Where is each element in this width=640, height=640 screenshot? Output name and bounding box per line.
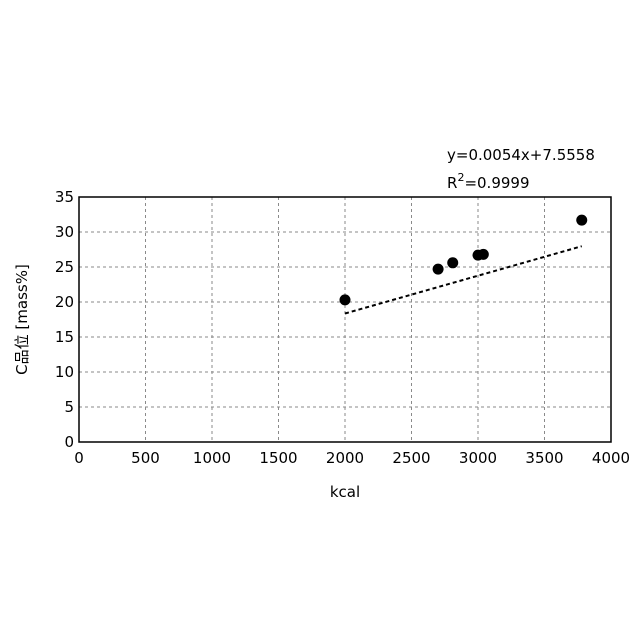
y-tick-label-4: 20 (55, 293, 74, 311)
x-tick-label-7: 3500 (525, 449, 563, 467)
data-point-0 (339, 294, 351, 306)
r-squared-value: =0.9999 (464, 174, 529, 192)
r-squared-prefix: R (447, 174, 457, 192)
grid (79, 197, 611, 442)
x-tick-label-3: 1500 (259, 449, 297, 467)
y-axis-ticks: 0 5 10 15 20 25 30 35 (55, 188, 74, 451)
y-axis-label: C品位 [mass%] (13, 264, 31, 375)
data-points (339, 214, 588, 306)
x-tick-label-2: 1000 (193, 449, 231, 467)
y-tick-label-7: 35 (55, 188, 74, 206)
data-point-2 (447, 257, 459, 269)
x-tick-label-8: 4000 (592, 449, 630, 467)
data-point-5 (576, 214, 588, 226)
x-tick-label-5: 2500 (392, 449, 430, 467)
x-tick-label-4: 2000 (326, 449, 364, 467)
x-axis-label: kcal (330, 483, 360, 501)
x-tick-label-0: 0 (74, 449, 84, 467)
data-point-4 (477, 248, 489, 260)
trendline (344, 245, 583, 315)
r-squared-superscript: 2 (457, 171, 464, 184)
y-tick-label-3: 15 (55, 328, 74, 346)
y-tick-label-0: 0 (64, 433, 74, 451)
y-tick-label-5: 25 (55, 258, 74, 276)
y-tick-label-6: 30 (55, 223, 74, 241)
trendline-equation: y=0.0054x+7.5558 (447, 146, 595, 164)
r-squared-label: R2=0.9999 (447, 171, 530, 192)
x-axis-ticks: 0 500 1000 1500 2000 2500 3000 3500 4000 (74, 449, 630, 467)
x-tick-label-6: 3000 (459, 449, 497, 467)
y-tick-label-2: 10 (55, 363, 74, 381)
data-point-1 (432, 263, 444, 275)
x-tick-label-1: 500 (131, 449, 160, 467)
y-tick-label-1: 5 (64, 398, 74, 416)
plot-area-frame (78, 196, 612, 443)
